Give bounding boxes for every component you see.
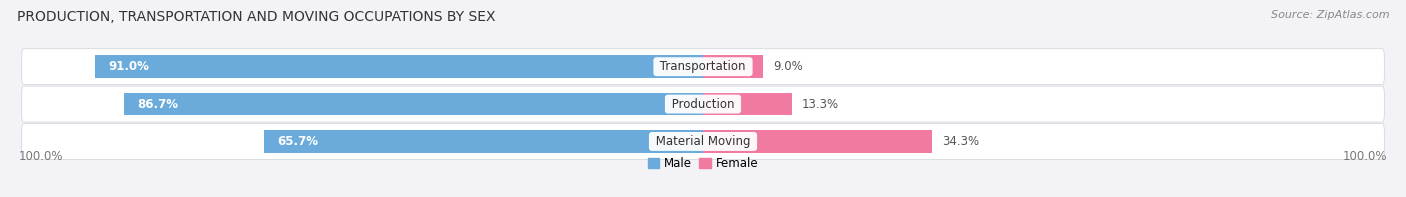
Text: 34.3%: 34.3% (942, 135, 979, 148)
Bar (96, 56, 703, 78)
Text: 9.0%: 9.0% (773, 60, 803, 73)
Bar (703, 93, 792, 115)
Text: 100.0%: 100.0% (1343, 150, 1388, 163)
Text: PRODUCTION, TRANSPORTATION AND MOVING OCCUPATIONS BY SEX: PRODUCTION, TRANSPORTATION AND MOVING OC… (17, 10, 495, 24)
Legend: Male, Female: Male, Female (643, 153, 763, 175)
Text: 100.0%: 100.0% (18, 150, 63, 163)
Bar (264, 130, 703, 153)
Text: Source: ZipAtlas.com: Source: ZipAtlas.com (1271, 10, 1389, 20)
FancyBboxPatch shape (21, 86, 1385, 122)
Text: Transportation: Transportation (657, 60, 749, 73)
Bar (703, 56, 763, 78)
Text: 13.3%: 13.3% (801, 98, 839, 111)
Text: Material Moving: Material Moving (652, 135, 754, 148)
FancyBboxPatch shape (21, 124, 1385, 159)
Text: 65.7%: 65.7% (277, 135, 319, 148)
Text: 86.7%: 86.7% (138, 98, 179, 111)
FancyBboxPatch shape (21, 49, 1385, 85)
Text: 91.0%: 91.0% (108, 60, 149, 73)
Text: Production: Production (668, 98, 738, 111)
Bar (703, 130, 932, 153)
Bar (124, 93, 703, 115)
